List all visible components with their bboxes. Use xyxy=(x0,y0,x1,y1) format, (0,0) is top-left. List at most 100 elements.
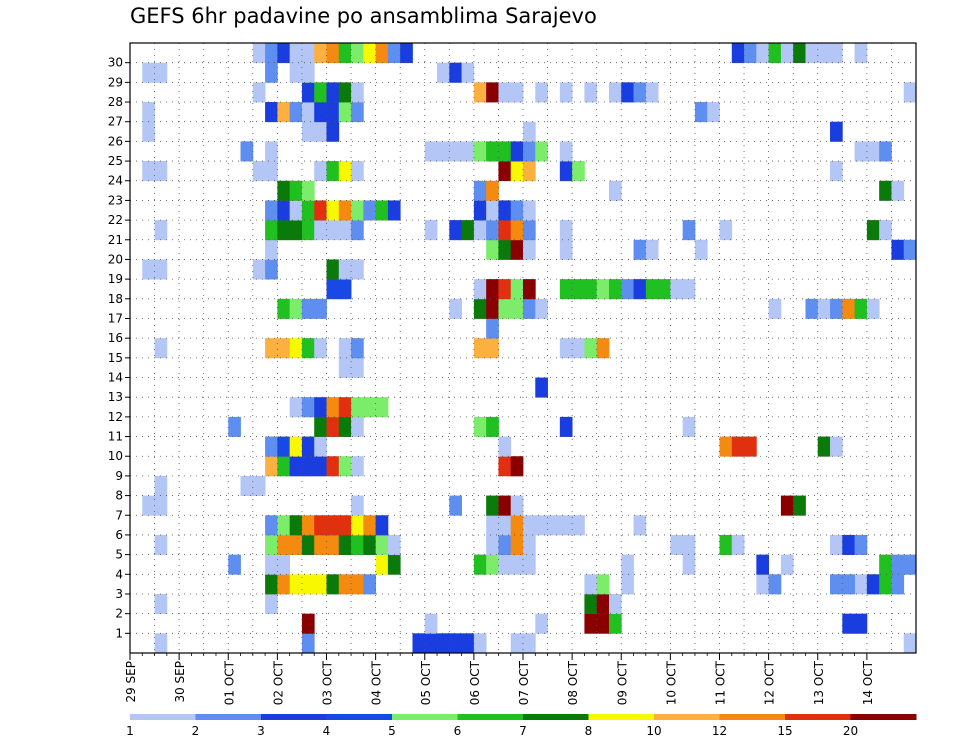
heatmap-cell xyxy=(301,456,315,477)
heatmap-cell xyxy=(326,515,340,536)
heatmap-cell xyxy=(387,554,401,575)
heatmap-cell xyxy=(608,82,622,103)
heatmap-cell xyxy=(301,82,315,103)
heatmap-cell xyxy=(559,338,573,359)
heatmap-cell xyxy=(228,416,241,437)
heatmap-cell xyxy=(301,298,315,319)
heatmap-cell xyxy=(314,200,327,221)
heatmap-cell xyxy=(363,43,377,64)
heatmap-cell xyxy=(351,495,364,516)
heatmap-cell xyxy=(338,43,352,64)
y-tick-label: 1 xyxy=(115,626,123,640)
y-tick-label: 23 xyxy=(108,193,123,207)
heatmap-cell xyxy=(842,298,855,319)
heatmap-cell xyxy=(756,574,770,595)
heatmap-cell xyxy=(154,633,168,654)
heatmap-cell xyxy=(486,298,499,319)
heatmap-cell xyxy=(265,161,278,182)
heatmap-cell xyxy=(424,633,438,654)
heatmap-cell xyxy=(265,200,278,221)
heatmap-cell xyxy=(154,475,168,496)
heatmap-cell xyxy=(903,633,917,654)
heatmap-cell xyxy=(486,279,499,300)
heatmap-cell xyxy=(486,554,499,575)
heatmap-cell xyxy=(756,43,770,64)
heatmap-cell xyxy=(731,436,745,457)
heatmap-cell xyxy=(608,279,622,300)
heatmap-cell xyxy=(314,82,327,103)
heatmap-cell xyxy=(277,574,291,595)
colorbar-label: 5 xyxy=(388,724,396,738)
colorbar-label: 2 xyxy=(192,724,200,738)
heatmap-cell xyxy=(326,259,340,280)
heatmap-cell xyxy=(473,200,487,221)
heatmap-cell xyxy=(523,121,536,142)
heatmap-cell xyxy=(498,554,512,575)
heatmap-cell xyxy=(510,515,524,536)
y-tick-label: 26 xyxy=(108,134,123,148)
heatmap-cell xyxy=(289,456,303,477)
x-tick-label: 06 OCT xyxy=(468,660,482,705)
heatmap-cell xyxy=(142,495,155,516)
heatmap-cell xyxy=(854,574,868,595)
heatmap-cell xyxy=(535,613,548,634)
heatmap-cell xyxy=(744,436,757,457)
y-tick-label: 21 xyxy=(108,233,123,247)
heatmap-cell xyxy=(338,574,352,595)
heatmap-cell xyxy=(265,574,278,595)
heatmap-cell xyxy=(338,82,352,103)
colorbar-label: 20 xyxy=(843,724,858,738)
colorbar-swatch xyxy=(850,714,917,720)
heatmap-cell xyxy=(154,338,168,359)
heatmap-cell xyxy=(633,239,647,260)
heatmap-cell xyxy=(387,534,401,556)
heatmap-cell xyxy=(265,259,278,280)
y-tick-label: 14 xyxy=(108,371,123,385)
heatmap-cell xyxy=(240,475,254,496)
heatmap-cell xyxy=(326,43,340,64)
heatmap-cell xyxy=(301,102,315,123)
heatmap-cell xyxy=(756,554,770,575)
heatmap-cell xyxy=(621,82,634,103)
y-tick-label: 18 xyxy=(108,292,123,306)
heatmap-cell xyxy=(301,436,315,457)
heatmap-cell xyxy=(866,574,880,595)
heatmap-cell xyxy=(277,436,291,457)
heatmap-cell xyxy=(559,416,573,437)
heatmap-cell xyxy=(351,456,364,477)
heatmap-cell xyxy=(289,62,303,83)
heatmap-cell xyxy=(486,338,499,359)
heatmap-cell xyxy=(535,515,548,536)
heatmap-cell xyxy=(240,141,254,162)
heatmap-cell xyxy=(903,554,917,575)
y-tick-label: 4 xyxy=(115,567,123,581)
heatmap-cell xyxy=(338,102,352,123)
heatmap-cell xyxy=(265,554,278,575)
heatmap-cell xyxy=(252,475,266,496)
heatmap-cell xyxy=(596,338,610,359)
heatmap-cell xyxy=(473,298,487,319)
heatmap-cell xyxy=(523,633,536,654)
heatmap-cell xyxy=(584,574,598,595)
heatmap-cell xyxy=(351,357,364,378)
heatmap-cell xyxy=(535,377,548,398)
heatmap-cell xyxy=(338,534,352,556)
heatmap-cells xyxy=(142,43,917,654)
heatmap-cell xyxy=(338,161,352,182)
heatmap-cell xyxy=(412,633,426,654)
heatmap-cell xyxy=(707,102,720,123)
heatmap-cell xyxy=(498,82,512,103)
heatmap-cell xyxy=(351,220,364,241)
heatmap-cell xyxy=(633,515,647,536)
heatmap-cell xyxy=(326,574,340,595)
chart-title: GEFS 6hr padavine po ansamblima Sarajevo xyxy=(130,4,597,28)
heatmap-cell xyxy=(301,62,315,83)
heatmap-cell xyxy=(523,239,536,260)
heatmap-cell xyxy=(265,456,278,477)
heatmap-cell xyxy=(265,436,278,457)
heatmap-cell xyxy=(277,200,291,221)
heatmap-cell xyxy=(572,338,585,359)
heatmap-cell xyxy=(830,574,843,595)
heatmap-cell xyxy=(351,82,364,103)
heatmap-cell xyxy=(879,574,892,595)
